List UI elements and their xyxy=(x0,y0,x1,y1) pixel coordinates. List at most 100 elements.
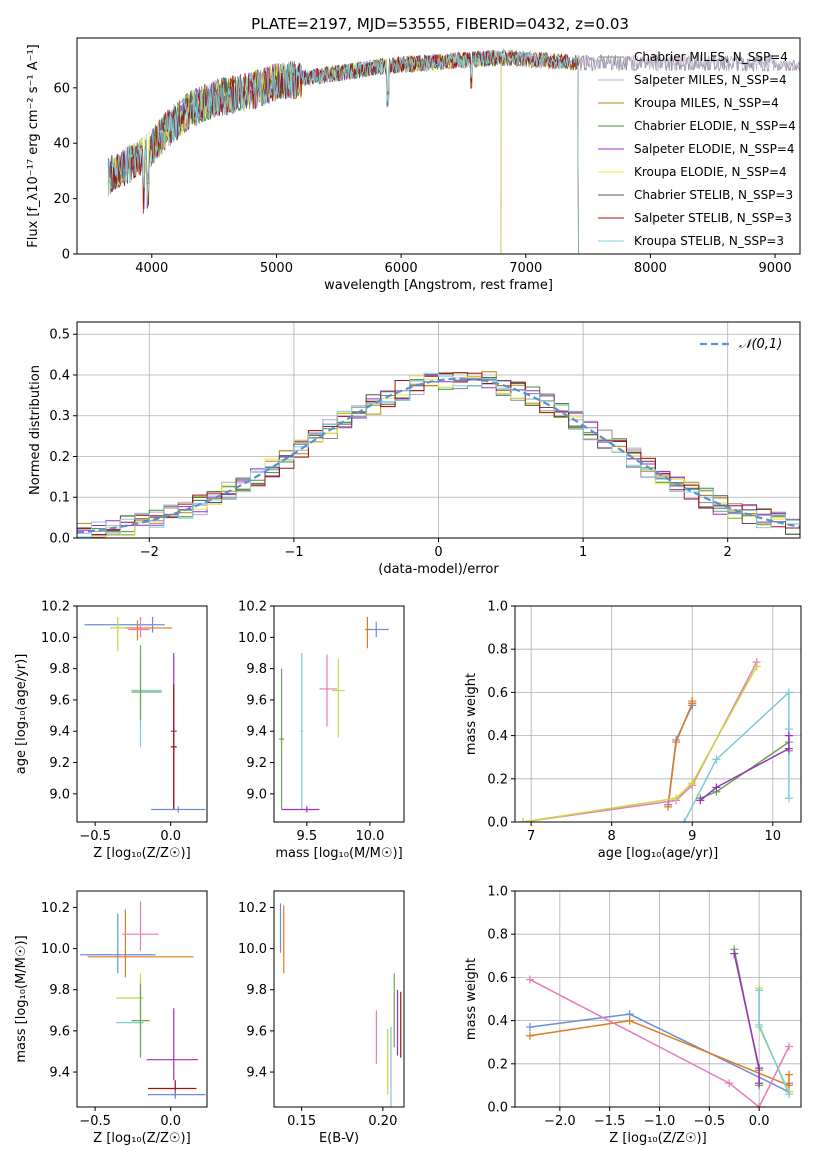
weight_vs_age-ytick-label-4: 0.8 xyxy=(487,643,508,658)
age_vs_Z-frame xyxy=(76,605,208,823)
age_vs_mass-ytick-label-3: 9.6 xyxy=(246,693,267,708)
spectrum-ylabel: Flux [f_λ10⁻¹⁷ erg cm⁻² s⁻¹ A⁻¹] xyxy=(26,44,41,248)
weight_vs_Z-plot-area xyxy=(515,891,801,1107)
residuals-xtick-label-4: 2 xyxy=(724,545,732,560)
mass_vs_Z-xlabel: Z [log₁₀(Z/Z☉)] xyxy=(93,1131,190,1146)
mass_vs_ebv-frame xyxy=(273,890,405,1108)
weight_vs_Z-marker-1-0 xyxy=(525,1031,534,1040)
residuals-ytick-label-4: 0.4 xyxy=(49,368,70,383)
spectrum-ytick-label-3: 60 xyxy=(53,81,70,96)
residuals-ytick-label-2: 0.2 xyxy=(49,450,70,465)
age_vs_mass-point-6 xyxy=(281,806,320,813)
weight_vs_age-xlabel: age [log₁₀(age/yr)] xyxy=(598,846,719,861)
mass_vs_Z-frame xyxy=(76,890,208,1108)
mass_vs_Z-ytick-label-4: 10.2 xyxy=(41,901,70,916)
spectrum-legend-label-1: Salpeter MILES, N_SSP=4 xyxy=(634,73,787,87)
weight_vs_Z-xtick-label-1: −1.5 xyxy=(594,1114,626,1129)
age_vs_Z-ytick-label-6: 10.2 xyxy=(41,600,70,615)
weight_vs_Z-line-1 xyxy=(529,1019,790,1087)
spectrum-xtick-label-4: 8000 xyxy=(634,261,667,276)
age_vs_mass-point-4 xyxy=(300,652,304,810)
weight_vs_age-marker-3-0 xyxy=(519,818,528,822)
weight_vs_age-ytick-label-3: 0.6 xyxy=(487,686,508,701)
residuals-ytick-label-1: 0.1 xyxy=(49,491,70,506)
mass_vs_Z-point-3 xyxy=(116,973,144,1015)
age_vs_mass-plot-area xyxy=(279,616,389,813)
plots-layer: 4000 5000 6000 7000 8000 90000204060wavelengt… xyxy=(14,37,802,1146)
age_vs_Z-point-8 xyxy=(151,806,206,813)
residuals-hist-5 xyxy=(77,375,800,538)
age_vs_mass-point-3 xyxy=(332,659,345,738)
age_vs_mass-ytick-label-5: 10.0 xyxy=(238,631,267,646)
mass_vs_ebv-ytick-label-0: 9.4 xyxy=(246,1066,267,1081)
mass_vs_ebv-axes: 0.15 0.20 9.4 9.6 9.8 10.0 10.2 E(B-V) xyxy=(238,890,405,1146)
mass_vs_Z-xtick-label-0: −0.5 xyxy=(79,1114,111,1129)
mass_vs_Z-point-5 xyxy=(131,983,150,1058)
residuals-legend-label: 𝒩(0,1) xyxy=(739,337,782,352)
mass_vs_Z-ytick-label-2: 9.8 xyxy=(49,983,70,998)
weight_vs_age-frame xyxy=(514,605,802,823)
weight_vs_age-series-4 xyxy=(680,688,793,822)
weight_vs_Z-marker-4-0 xyxy=(755,986,764,995)
weight_vs_age-marker-6-2 xyxy=(784,744,793,753)
weight_vs_Z-marker-6-1 xyxy=(755,1064,764,1073)
age_vs_Z-point-3 xyxy=(110,616,126,652)
weight_vs_age-ytick-label-0: 0.0 xyxy=(487,816,508,831)
weight_vs_Z-xtick-label-4: 0.0 xyxy=(749,1114,770,1129)
weight_vs_age-plot-area xyxy=(515,606,801,822)
weight_vs_Z-marker-0-0 xyxy=(525,1023,534,1032)
weight_vs_age-series-1 xyxy=(664,697,697,811)
weight_vs_age-marker-4-2 xyxy=(784,688,793,697)
residuals-ytick-label-0: 0.0 xyxy=(49,532,70,547)
age_vs_mass-axes: 9.5 10.0 9.0 9.2 9.4 9.6 9.8 10.0 10.2 mass [log₁… xyxy=(238,600,405,861)
weight_vs_Z-ytick-label-0: 0.0 xyxy=(487,1101,508,1116)
weight_vs_age-ylabel: mass weight xyxy=(464,673,479,755)
weight_vs_Z-line-2 xyxy=(529,978,790,1107)
mass_vs_Z-point-6 xyxy=(146,1008,198,1081)
weight_vs_age-marker-3-1 xyxy=(672,794,681,803)
residuals-hist-6 xyxy=(77,372,800,535)
weight_vs_age-marker-4-0 xyxy=(680,818,689,822)
weight_vs_Z-xlabel: Z [log₁₀(Z/Z☉)] xyxy=(609,1131,706,1146)
residuals-gaussian xyxy=(77,377,800,534)
residuals-xtick-label-3: 1 xyxy=(579,545,587,560)
age_vs_Z-ytick-label-0: 9.0 xyxy=(49,787,70,802)
spectrum-frame xyxy=(76,37,801,255)
age_vs_Z-point-0 xyxy=(84,616,165,633)
age_vs_mass-point-5 xyxy=(279,668,285,810)
weight_vs_Z-ytick-label-4: 0.8 xyxy=(487,928,508,943)
mass_vs_Z-point-1 xyxy=(87,909,194,978)
weight_vs_Z-ytick-label-5: 1.0 xyxy=(487,885,508,900)
weight_vs_Z-series-2 xyxy=(525,975,794,1107)
weight_vs_age-xtick-label-3: 10 xyxy=(765,829,782,844)
weight_vs_Z-xtick-label-0: −2.0 xyxy=(544,1114,576,1129)
weight_vs_Z-marker-6-2 xyxy=(755,1079,764,1088)
weight_vs_age-marker-1-1 xyxy=(672,738,681,747)
mass_vs_ebv-ytick-label-2: 9.8 xyxy=(246,983,267,998)
weight_vs_Z-marker-2-0 xyxy=(525,975,534,984)
age_vs_mass-ytick-label-6: 10.2 xyxy=(238,600,267,615)
spectrum-xtick-label-1: 5000 xyxy=(260,261,293,276)
weight_vs_age-line-3 xyxy=(522,666,758,822)
mass_vs_ebv-plot-area xyxy=(279,903,402,1107)
age_vs_Z-axes: −0.5 0.0 9.0 9.2 9.4 9.6 9.8 10.0 10.2 Z [log₁₀(Z… xyxy=(14,600,208,861)
weight_vs_Z-marker-6-0 xyxy=(730,949,739,958)
weight_vs_age-marker-6-1 xyxy=(712,783,721,792)
weight_vs_age-marker-6-3 xyxy=(784,731,793,740)
spectrum-xtick-label-3: 7000 xyxy=(509,261,542,276)
spectrum-axes: 4000 5000 6000 7000 8000 9000 0 20 40 60 wavelengt… xyxy=(26,37,801,293)
mass_vs_Z-point-0 xyxy=(80,913,156,974)
spectrum-legend-label-3: Chabrier ELODIE, N_SSP=4 xyxy=(634,119,796,133)
weight_vs_age-marker-6-0 xyxy=(696,796,705,805)
spectrum-plot-area xyxy=(107,48,800,254)
age_vs_Z-ytick-label-2: 9.4 xyxy=(49,725,70,740)
weight_vs_Z-series-6 xyxy=(730,949,764,1088)
weight_vs_age-ytick-label-1: 0.2 xyxy=(487,772,508,787)
spectrum-ytick-label-2: 40 xyxy=(53,137,70,152)
spectrum-legend-label-4: Salpeter ELODIE, N_SSP=4 xyxy=(634,142,795,156)
residuals-ytick-label-3: 0.3 xyxy=(49,409,70,424)
spectrum-series-7 xyxy=(107,48,579,254)
weight_vs_age-line-1 xyxy=(667,701,693,807)
age_vs_Z-point-2 xyxy=(128,616,150,638)
